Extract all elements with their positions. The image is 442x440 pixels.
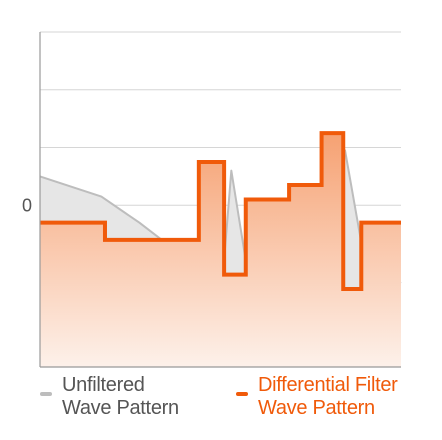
legend-label-differential: Differential Filter Wave Pattern	[258, 374, 398, 420]
legend-label-unfiltered-line2: Wave Pattern	[62, 397, 179, 419]
legend-label-differential-line1: Differential Filter	[258, 374, 398, 396]
legend-item-differential[interactable]: Differential Filter Wave Pattern	[236, 374, 398, 420]
unfiltered-line	[39, 149, 402, 285]
legend-swatch-differential	[236, 392, 248, 396]
legend-item-unfiltered[interactable]: Unfiltered Wave Pattern	[40, 374, 179, 420]
legend-label-differential-line2: Wave Pattern	[258, 397, 375, 419]
y-tick-label: 0	[22, 195, 32, 215]
differential-line	[40, 131, 401, 292]
differential-series	[40, 131, 401, 367]
legend-label-unfiltered-line1: Unfiltered	[62, 374, 145, 396]
differential-area	[40, 133, 401, 367]
legend-swatch-unfiltered	[40, 392, 52, 396]
axes: 0	[22, 32, 401, 368]
legend-label-unfiltered: Unfiltered Wave Pattern	[62, 374, 179, 420]
